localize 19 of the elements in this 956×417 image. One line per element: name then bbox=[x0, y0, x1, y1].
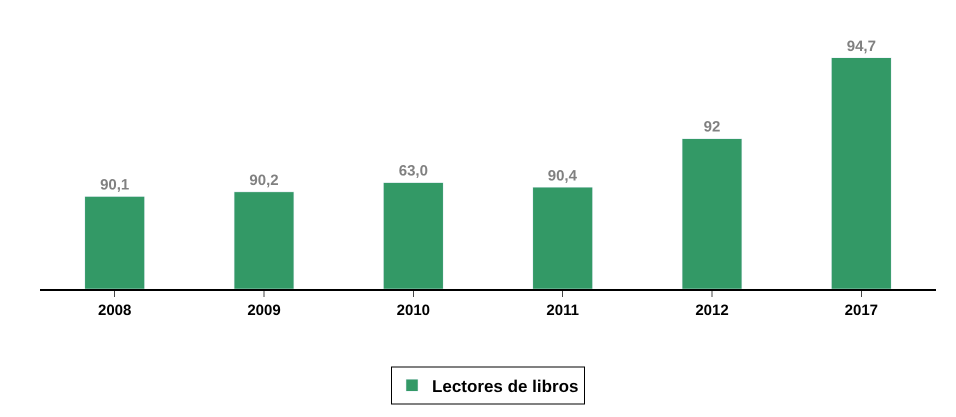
x-tick-label: 2010 bbox=[396, 302, 430, 319]
x-tick-label: 2011 bbox=[546, 302, 579, 319]
x-tick-label: 2009 bbox=[247, 302, 281, 319]
x-tick-label: 2008 bbox=[98, 302, 132, 319]
bar bbox=[383, 182, 444, 289]
text: 94,7 bbox=[846, 38, 876, 55]
text: 63,0 bbox=[398, 162, 428, 180]
x-tick-label: 2012 bbox=[695, 302, 729, 319]
bar bbox=[234, 192, 294, 289]
bar bbox=[831, 58, 892, 289]
text: 90,2 bbox=[249, 172, 279, 189]
text: 90,1 bbox=[100, 176, 130, 194]
text: 90,4 bbox=[548, 167, 577, 184]
legend-label: Lectores de libros bbox=[432, 376, 578, 396]
bar bbox=[682, 138, 742, 289]
bar bbox=[84, 196, 145, 289]
x-tick-label: 2017 bbox=[844, 302, 878, 319]
text: 92 bbox=[704, 118, 720, 136]
bar bbox=[532, 187, 593, 289]
